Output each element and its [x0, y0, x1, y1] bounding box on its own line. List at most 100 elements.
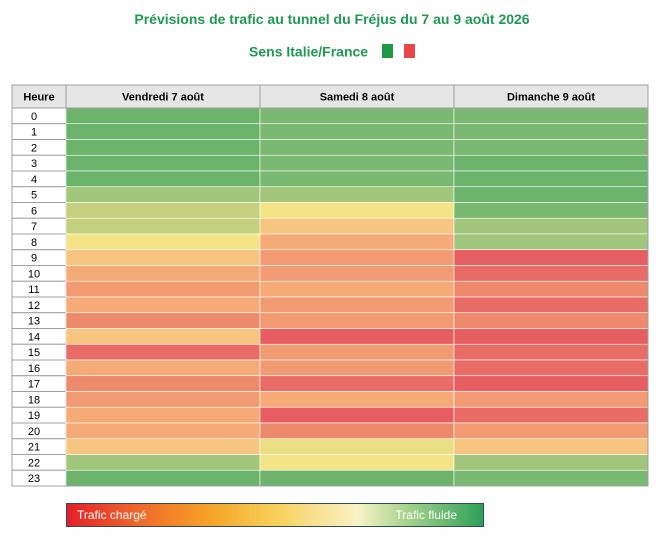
heat-cell: [453, 265, 649, 282]
hour-label: 2: [31, 142, 37, 154]
heat-cell: [259, 438, 455, 455]
hour-label: 4: [31, 174, 37, 186]
heat-cell: [259, 249, 455, 266]
heat-cell: [453, 343, 649, 361]
heat-cell: [259, 454, 455, 471]
heat-cell: [453, 454, 649, 471]
heat-cell: [259, 375, 455, 392]
hour-cell: [11, 170, 67, 188]
heat-cell: [259, 469, 455, 487]
traffic-legend-bar: Trafic chargé Trafic fluide: [66, 503, 484, 527]
heat-cell: [65, 312, 261, 329]
hour-cell: [11, 107, 67, 125]
hour-cell: [11, 202, 67, 219]
heat-cell: [453, 170, 649, 188]
heat-cell: [65, 249, 261, 266]
heat-cell: [453, 217, 649, 235]
hour-cell: [11, 217, 67, 235]
heat-cell: [65, 280, 261, 298]
hour-cell: [11, 154, 67, 172]
italy-flag-icon: [381, 44, 415, 59]
page-subtitle: Sens Italie/France: [0, 42, 664, 59]
heat-cell: [453, 296, 649, 314]
heat-cell: [65, 139, 261, 156]
page-title: Prévisions de trafic au tunnel du Fréjus…: [134, 11, 530, 27]
heat-cell: [453, 249, 649, 266]
heat-cell: [65, 107, 261, 125]
heat-cell: [259, 343, 455, 361]
hour-label: 15: [28, 347, 40, 359]
heat-cell: [453, 186, 649, 203]
heat-cell: [259, 217, 455, 235]
heat-cell: [453, 123, 649, 140]
hour-label: 21: [28, 442, 40, 454]
heat-cell: [453, 107, 649, 125]
heat-cell: [453, 438, 649, 455]
heat-cell: [259, 280, 455, 298]
hour-label: 17: [28, 379, 40, 391]
heat-cell: [259, 233, 455, 251]
heat-cell: [259, 202, 455, 219]
heat-cell: [65, 454, 261, 471]
heat-cell: [453, 233, 649, 251]
hour-cell: [11, 233, 67, 251]
heat-cell: [65, 202, 261, 219]
heat-cell: [65, 359, 261, 377]
hour-cell: [11, 139, 67, 156]
hour-label: 19: [28, 410, 40, 422]
heat-cell: [259, 391, 455, 408]
day-header-label: Samedi 8 août: [320, 92, 395, 104]
hour-label: 23: [28, 473, 40, 485]
heat-cell: [259, 139, 455, 156]
heat-cell: [453, 406, 649, 424]
heat-cell: [259, 422, 455, 440]
table-border: [11, 84, 649, 487]
hour-label: 16: [28, 363, 40, 375]
heat-cell: [65, 217, 261, 235]
hour-label: 18: [28, 394, 40, 406]
legend-fluid-label: Trafic fluide: [395, 508, 457, 522]
direction-label: Sens Italie/France: [249, 43, 369, 60]
heat-cell: [65, 375, 261, 392]
heat-cell: [259, 328, 455, 345]
hour-cell: [11, 186, 67, 203]
heat-cell: [65, 123, 261, 140]
heat-cell: [259, 154, 455, 172]
hour-label: 13: [28, 316, 40, 328]
heat-cell: [65, 265, 261, 282]
heat-cell: [453, 375, 649, 392]
heat-cell: [65, 233, 261, 251]
hour-cell: [11, 123, 67, 140]
hour-label: 20: [28, 426, 40, 438]
heat-cell: [65, 438, 261, 455]
hour-label: 8: [31, 237, 37, 249]
heat-cell: [453, 422, 649, 440]
heat-cell: [259, 170, 455, 188]
heat-cell: [259, 107, 455, 125]
hour-label: 7: [31, 221, 37, 233]
hour-label: 11: [28, 284, 39, 296]
heat-cell: [259, 312, 455, 329]
heat-cell: [65, 469, 261, 487]
heat-cell: [453, 202, 649, 219]
hour-label: 12: [28, 300, 40, 312]
heat-cell: [259, 265, 455, 282]
hour-label: 5: [31, 190, 37, 202]
hour-label: 3: [31, 158, 37, 170]
legend-heavy-label: Trafic chargé: [77, 508, 147, 522]
heat-cell: [453, 469, 649, 487]
heat-cell: [65, 328, 261, 345]
heat-cell: [453, 312, 649, 329]
heat-cell: [453, 328, 649, 345]
heat-cell: [453, 154, 649, 172]
hour-label: 1: [31, 127, 37, 139]
heat-cell: [259, 406, 455, 424]
heat-cell: [453, 391, 649, 408]
heat-cell: [65, 170, 261, 188]
heat-cell: [453, 139, 649, 156]
heat-cell: [259, 296, 455, 314]
hour-header-label: Heure: [23, 92, 54, 104]
heat-cell: [259, 359, 455, 377]
heat-cell: [65, 391, 261, 408]
heat-cell: [65, 422, 261, 440]
